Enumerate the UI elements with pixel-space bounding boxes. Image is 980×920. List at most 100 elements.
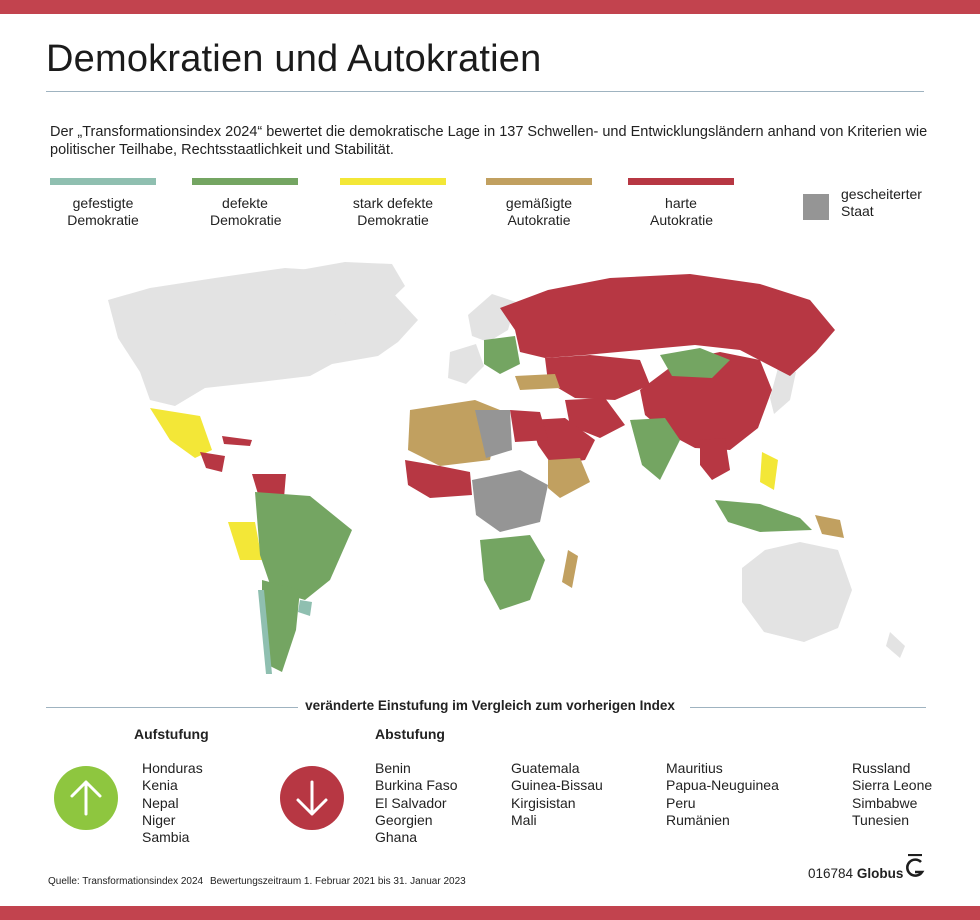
list-item: Papua-Neuguinea — [666, 777, 779, 794]
list-item: Kenia — [142, 777, 178, 794]
chile-shape — [258, 590, 272, 674]
west-africa-shape — [405, 460, 472, 498]
venezuela-shape — [252, 474, 286, 498]
legend-label: gefestigte Demokratie — [67, 195, 139, 228]
list-item: Niger — [142, 811, 176, 828]
india-shape — [630, 418, 680, 480]
changes-heading: veränderte Einstufung im Vergleich zum v… — [305, 698, 675, 713]
eastern-europe-shape — [484, 336, 520, 374]
graphic-number: 016784 — [808, 866, 854, 881]
arabia-shape — [530, 418, 595, 465]
peru-shape — [228, 522, 262, 560]
upgrade-heading: Aufstufung — [134, 726, 209, 742]
changes-divider-left — [46, 707, 298, 708]
legend-item-defekte-demokratie: defekte Demokratie — [192, 178, 298, 229]
legend-label: gescheiterter Staat — [841, 186, 922, 219]
caribbean-shape — [222, 436, 252, 446]
scandinavia-shape — [468, 294, 516, 342]
downgrade-list-col-2: Guatemala Guinea-Bissau Kirgisistan Mali — [511, 760, 603, 829]
changes-divider-right — [690, 707, 926, 708]
mexico-shape — [150, 408, 212, 458]
sahel-failed-shape — [475, 410, 512, 458]
uruguay-shape — [298, 600, 312, 616]
png-shape — [815, 515, 844, 538]
world-map — [108, 262, 905, 674]
turkey-shape — [515, 374, 560, 390]
list-item: Benin — [375, 760, 411, 776]
legend-item-stark-defekte-demokratie: stark defekte Demokratie — [340, 178, 446, 229]
legend-swatch — [803, 194, 829, 220]
title-divider — [46, 91, 924, 92]
horn-of-africa-shape — [548, 458, 590, 498]
list-item: Mauritius — [666, 760, 723, 776]
china-shape — [640, 352, 772, 450]
legend-label: gemäßigte Autokratie — [505, 195, 573, 228]
madagascar-shape — [562, 550, 578, 588]
brand-name: Globus — [856, 866, 904, 881]
list-item: Guinea-Bissau — [511, 777, 603, 794]
list-item: Russland — [852, 760, 911, 776]
japan-shape — [770, 368, 796, 414]
southeast-asia-shape — [700, 438, 730, 480]
southern-africa-shape — [480, 535, 545, 610]
list-item: Sambia — [142, 829, 190, 846]
list-item: Guatemala — [511, 760, 580, 776]
new-zealand-shape — [886, 632, 905, 658]
list-item: Ghana — [375, 829, 418, 846]
indonesia-shape — [715, 500, 812, 532]
russia-shape — [500, 274, 835, 376]
list-item: Nepal — [142, 794, 179, 811]
downgrade-heading: Abstufung — [375, 726, 445, 742]
list-item: Rumänien — [666, 811, 730, 828]
list-item: Simbabwe — [852, 794, 918, 811]
philippines-shape — [760, 452, 778, 490]
legend-item-harte-autokratie: harte Autokratie — [628, 178, 734, 229]
legend-label: stark defekte Demokratie — [352, 195, 434, 228]
legend-label: harte Autokratie — [650, 195, 714, 228]
brazil-shape — [255, 492, 352, 600]
central-africa-shape — [472, 470, 548, 532]
legend-swatch — [486, 178, 592, 185]
arrow-down-icon — [296, 780, 328, 816]
map-unrated-land — [108, 262, 905, 658]
list-item: Mali — [511, 811, 537, 828]
list-item: Georgien — [375, 811, 433, 828]
period-note: Bewertungszeitraum 1. Februar 2021 bis 3… — [210, 876, 466, 887]
downgrade-list-col-3: Mauritius Papua-Neuguinea Peru Rumänien — [666, 760, 779, 829]
globus-logo-icon — [906, 854, 925, 877]
australia-shape — [742, 542, 852, 642]
legend-swatch — [340, 178, 446, 185]
western-europe-shape — [448, 344, 484, 384]
list-item: El Salvador — [375, 794, 447, 811]
downgrade-list-col-1: Benin Burkina Faso El Salvador Georgien … — [375, 760, 457, 846]
list-item: Sierra Leone — [852, 777, 933, 794]
map-rated-countries — [150, 274, 844, 674]
egypt-shape — [510, 410, 548, 442]
legend-item-gemaessigte-autokratie: gemäßigte Autokratie — [486, 178, 592, 229]
arrow-up-icon — [70, 780, 102, 816]
legend-swatch — [50, 178, 156, 185]
upgrade-circle — [54, 766, 118, 830]
mongolia-shape — [660, 348, 730, 378]
iran-shape — [565, 398, 625, 438]
top-accent-bar — [0, 0, 980, 14]
central-asia-shape — [545, 355, 650, 400]
page-title: Demokratien und Autokratien — [46, 38, 542, 80]
bottom-accent-bar — [0, 906, 980, 920]
intro-text: Der „Transformationsindex 2024“ bewertet… — [50, 124, 928, 158]
upgrade-list: Honduras Kenia Nepal Niger Sambia — [142, 760, 203, 846]
argentina-shape — [262, 580, 300, 672]
downgrade-circle — [280, 766, 344, 830]
list-item: Tunesien — [852, 811, 910, 828]
legend-swatch — [192, 178, 298, 185]
legend-label: defekte Demokratie — [210, 195, 282, 228]
graphic-code: 016784 Globus — [808, 866, 903, 881]
list-item: Burkina Faso — [375, 777, 458, 794]
list-item: Peru — [666, 794, 696, 811]
legend-swatch — [628, 178, 734, 185]
list-item: Honduras — [142, 760, 203, 776]
greenland-shape — [300, 262, 405, 326]
legend-item-gefestigte-demokratie: gefestigte Demokratie — [50, 178, 156, 229]
source-note: Quelle: Transformationsindex 2024 — [48, 876, 204, 887]
central-america-shape — [200, 452, 225, 472]
